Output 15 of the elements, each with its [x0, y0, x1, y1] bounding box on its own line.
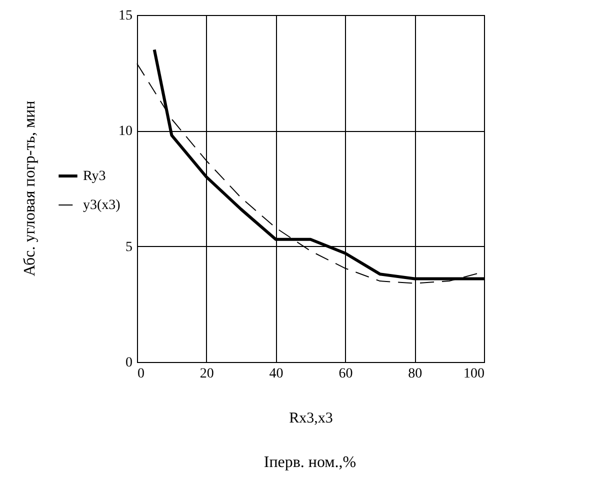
- x-tick-label: 80: [408, 366, 422, 382]
- y-axis-title: Абс. угловая погр-ть, мин: [22, 100, 38, 276]
- x-tick-label: 20: [200, 366, 214, 382]
- x-tick-label: 100: [464, 366, 484, 382]
- x-tick-label: 60: [338, 366, 353, 382]
- y-tick-label: 0: [126, 356, 132, 370]
- legend-label: Ry3: [83, 169, 106, 184]
- y-tick-label: 15: [118, 8, 132, 24]
- y-tick-label: 5: [126, 240, 132, 255]
- x-axis-title: Rx3,x3: [289, 410, 333, 426]
- y-tick-label: 10: [118, 124, 132, 140]
- x-tick-label: 0: [138, 366, 144, 382]
- legend-label: y3(x3): [83, 198, 121, 213]
- text: Iперв. ном.,%: [264, 454, 356, 471]
- x-tick-label: 40: [269, 366, 284, 382]
